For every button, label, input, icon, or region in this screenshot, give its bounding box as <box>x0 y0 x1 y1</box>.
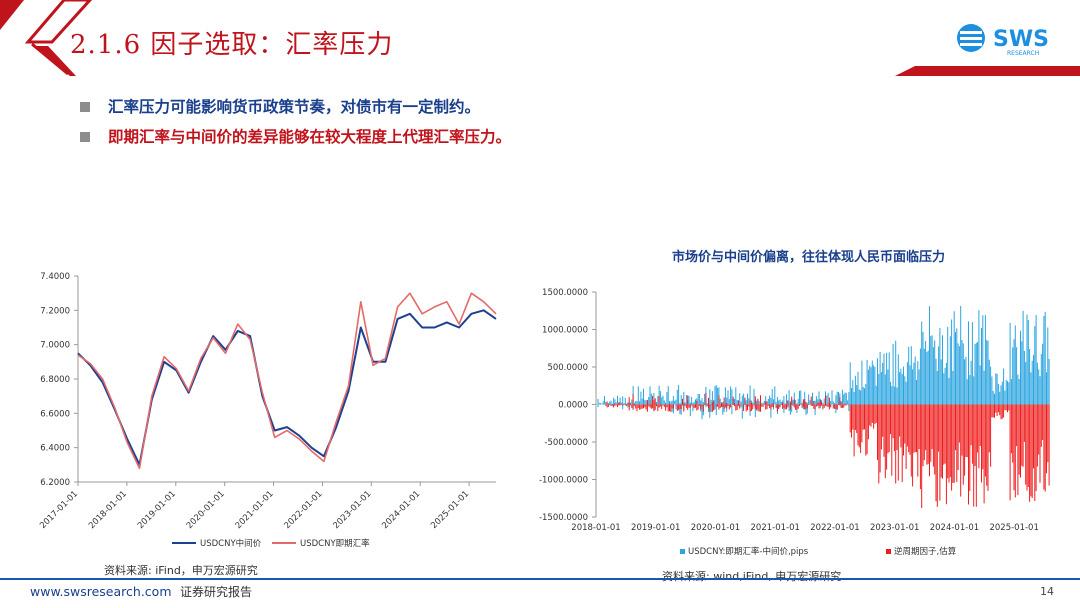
y-tick-label: 6.4000 <box>40 444 70 454</box>
legend-swatch <box>680 549 685 554</box>
x-tick-label: 2019-01-01 <box>631 523 680 533</box>
x-tick-label: 2019-01-01 <box>136 489 178 531</box>
bullet-text-2: 即期汇率与中间价的差异能够在较大程度上代理汇率压力。 <box>108 128 512 146</box>
x-tick-label: 2025-01-01 <box>989 523 1038 533</box>
x-tick-label: 2023-01-01 <box>331 489 373 531</box>
legend-label: USDCNY即期汇率 <box>300 538 370 549</box>
x-tick-label: 2022-01-01 <box>283 489 325 531</box>
corner-red-triangle <box>0 0 24 30</box>
x-tick-label: 2018-01-01 <box>571 523 620 533</box>
legend-label: 逆周期因子,估算 <box>894 546 957 557</box>
y-tick-label: 7.4000 <box>40 272 70 282</box>
y-tick-label: 0.0000 <box>558 401 588 411</box>
left-chart-source: 资料来源: iFind，申万宏源研究 <box>104 564 258 577</box>
legend-label: USDCNY中间价 <box>200 538 262 549</box>
footer-report-label: 证券研究报告 <box>180 585 253 599</box>
footer-url-link[interactable]: www.swsresearch.com <box>30 584 172 599</box>
header-banner: 2.1.6 因子选取：汇率压力 SWS RESEARCH <box>0 0 1080 80</box>
legend-label: USDCNY:即期汇率-中间价,pips <box>688 546 809 557</box>
y-tick-label: 1000.0000 <box>542 326 588 336</box>
x-tick-label: 2021-01-01 <box>751 523 800 533</box>
right-chart-title: 市场价与中间价偏离，往往体现人民币面临压力 <box>672 250 946 265</box>
header-decoration <box>0 0 1080 76</box>
header-diagonal-line <box>31 42 69 76</box>
y-tick-label: 6.6000 <box>40 409 70 419</box>
deviation-bar-chart: 1500.0000 1000.0000 500.0000 0.0000 -500.000… <box>539 288 1050 557</box>
y-tick-label: 500.0000 <box>547 363 588 373</box>
x-tick-label: 2020-01-01 <box>691 523 740 533</box>
page-title: 2.1.6 因子选取：汇率压力 <box>70 30 394 60</box>
y-tick-label: 6.8000 <box>40 375 70 385</box>
logo-text: SWS <box>993 27 1049 52</box>
y-tick-label: 7.0000 <box>40 341 70 351</box>
bullet-list: 汇率压力可能影响货币政策节奏，对债市有一定制约。 即期汇率与中间价的差异能够在较… <box>80 96 511 156</box>
y-tick-label: -500.0000 <box>544 438 588 448</box>
legend-swatch <box>886 549 891 554</box>
bars-group <box>597 305 1050 509</box>
sws-logo: SWS RESEARCH <box>957 24 1049 57</box>
right-chart-source: 资料来源: wind,iFind, 申万宏源研究 <box>662 570 842 583</box>
header-red-band <box>32 46 1080 76</box>
y-tick-label: 6.2000 <box>40 478 70 488</box>
y-tick-label: 7.2000 <box>40 306 70 316</box>
series-line-mid-rate <box>77 309 497 466</box>
chevron-icon <box>24 0 93 44</box>
y-tick-label: 1500.0000 <box>542 288 588 298</box>
y-tick-label: -1000.0000 <box>539 476 588 486</box>
x-tick-label: 2017-01-01 <box>38 489 80 531</box>
x-tick-label: 2020-01-01 <box>185 489 227 531</box>
series-line-spot-rate <box>77 292 497 470</box>
footer-divider <box>0 578 1080 580</box>
exchange-rate-line-chart: 7.4000 7.2000 7.0000 6.8000 6.6000 6.4000 6.20… <box>38 272 497 549</box>
bullet-square-icon <box>80 132 90 142</box>
logo-subtext: RESEARCH <box>1007 50 1039 57</box>
x-tick-label: 2023-01-01 <box>870 523 919 533</box>
bullet-item-2: 即期汇率与中间价的差异能够在较大程度上代理汇率压力。 <box>80 126 511 156</box>
x-tick-label: 2024-01-01 <box>930 523 979 533</box>
x-tick-label: 2022-01-01 <box>810 523 859 533</box>
bullet-text-1: 汇率压力可能影响货币政策节奏，对债市有一定制约。 <box>108 98 481 116</box>
x-tick-label: 2024-01-01 <box>380 489 422 531</box>
x-tick-label: 2025-01-01 <box>429 489 471 531</box>
x-tick-label: 2021-01-01 <box>234 489 276 531</box>
x-tick-label: 2018-01-01 <box>87 489 129 531</box>
bullet-square-icon <box>80 102 90 112</box>
bullet-item-1: 汇率压力可能影响货币政策节奏，对债市有一定制约。 <box>80 96 511 126</box>
page-number: 14 <box>1040 585 1054 598</box>
y-tick-label: -1500.0000 <box>539 513 588 523</box>
